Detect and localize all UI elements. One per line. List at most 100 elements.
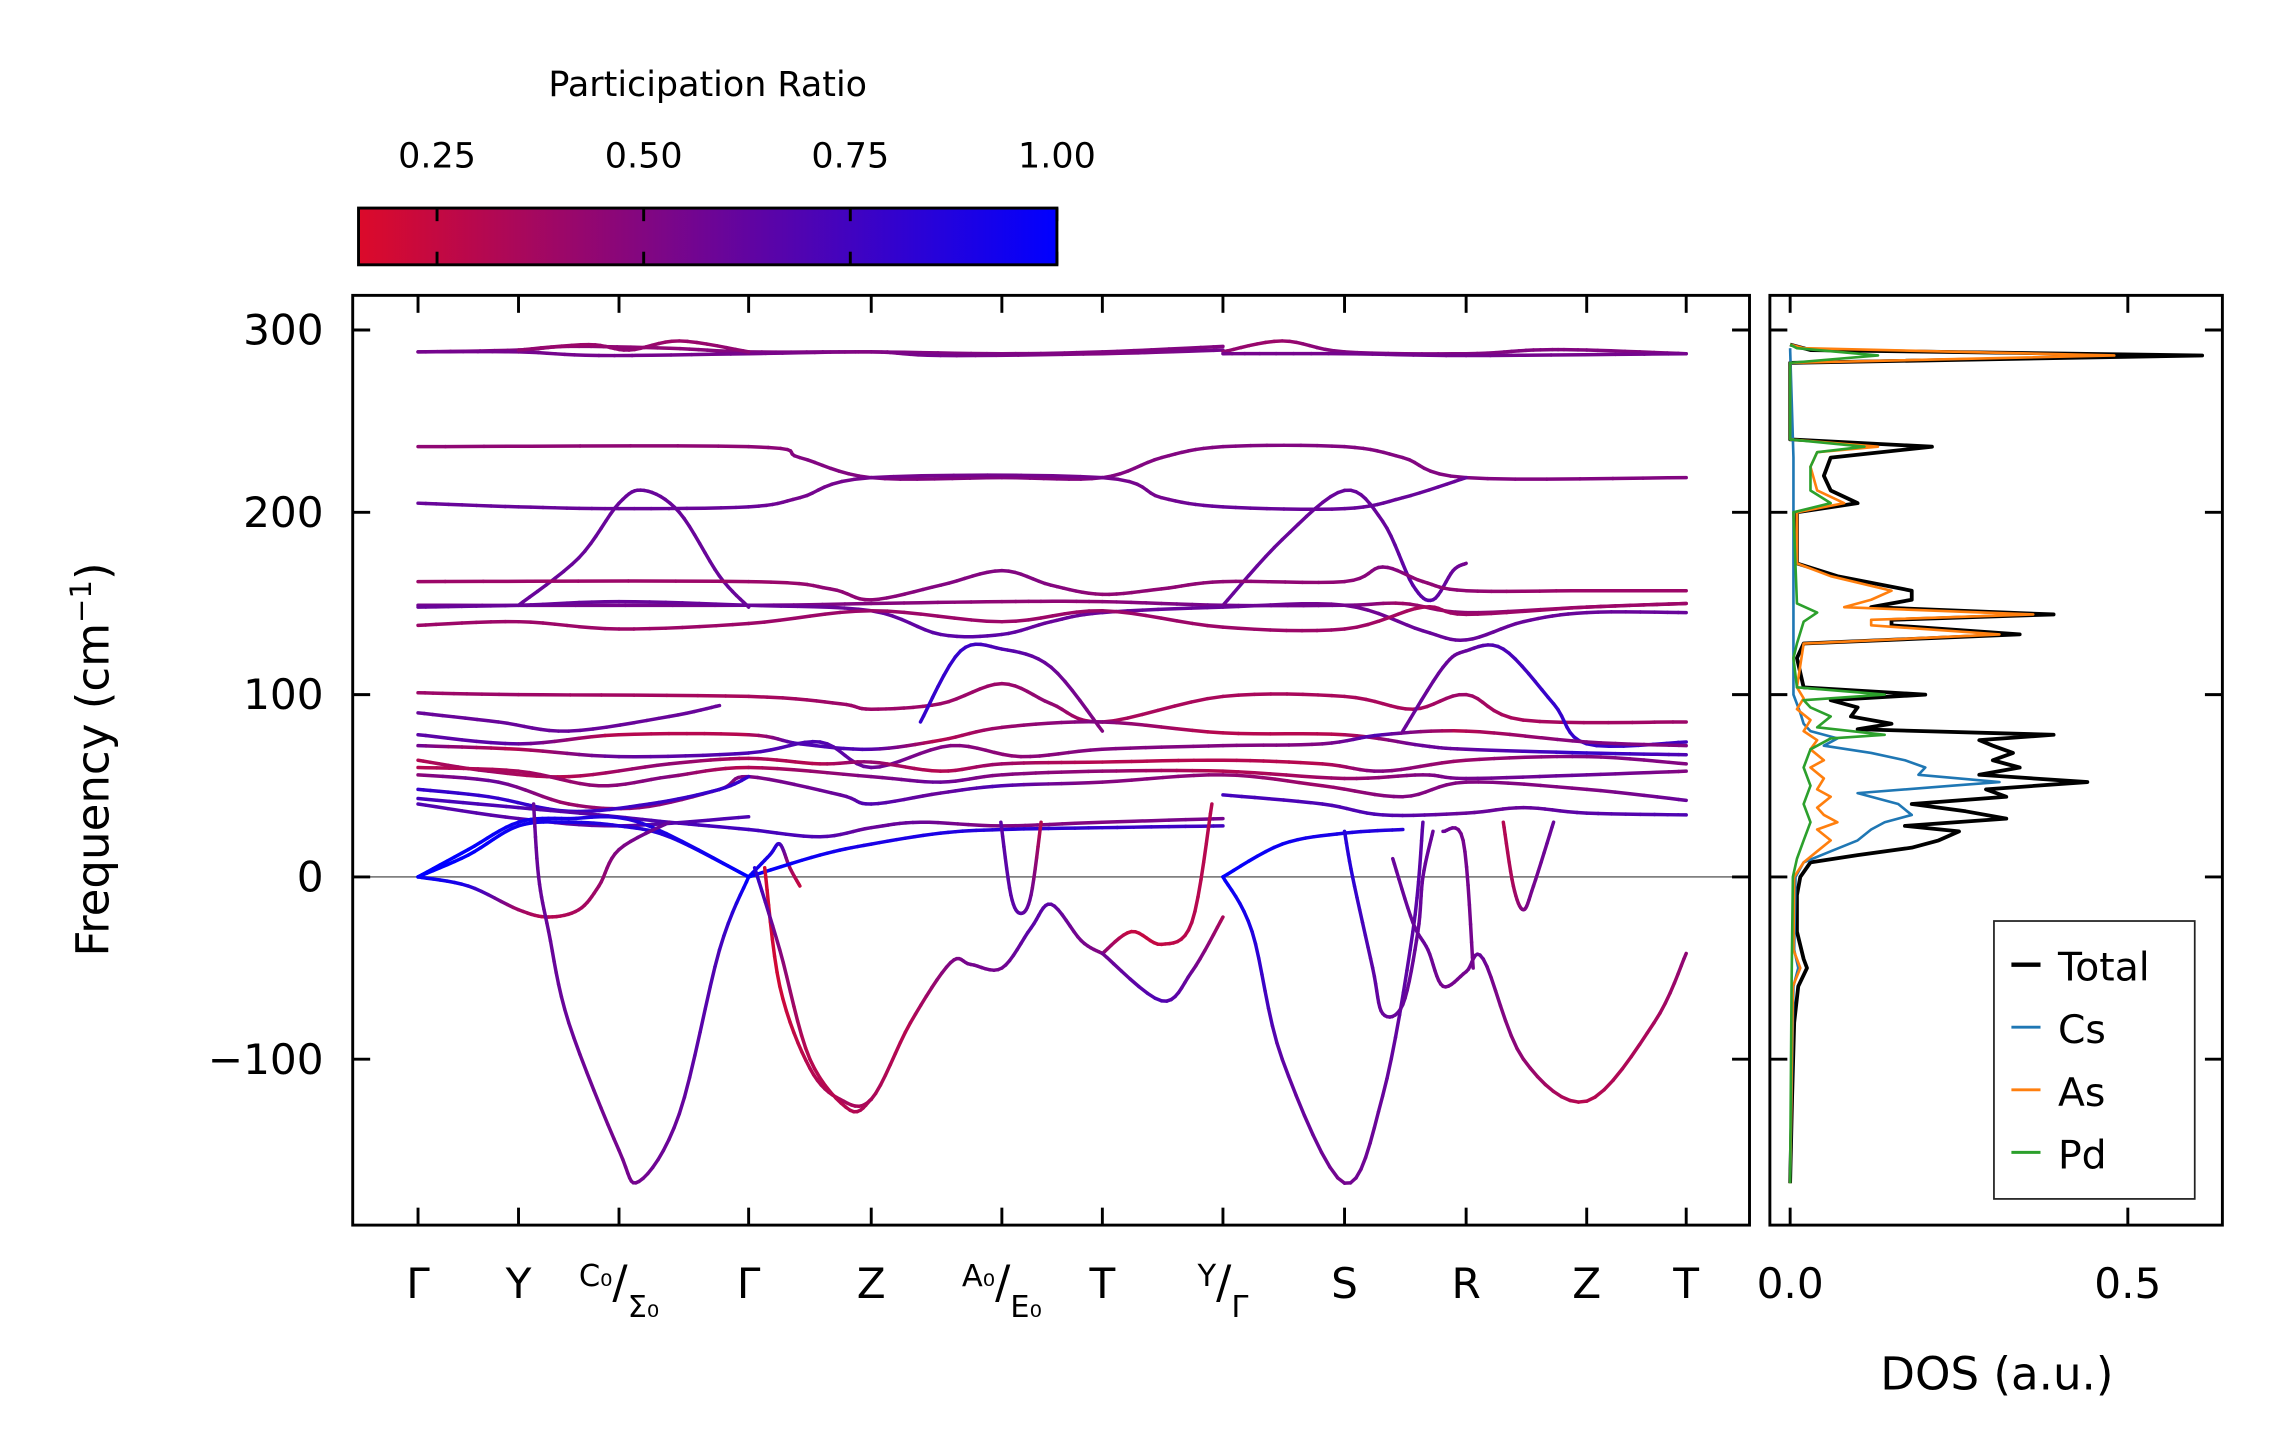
band-segment — [1046, 720, 1064, 725]
band-segment — [1437, 472, 1453, 478]
band-segment — [1144, 601, 1164, 606]
phonon-band — [416, 729, 1688, 770]
band-segment — [1275, 1041, 1284, 1061]
band-segment — [1300, 774, 1319, 779]
band-segment — [1056, 671, 1067, 684]
band-segment — [1260, 775, 1277, 781]
band-segment — [1329, 732, 1347, 737]
band-segment — [1231, 583, 1243, 595]
band-segment — [1521, 1057, 1532, 1070]
band-segment — [516, 769, 532, 775]
band-segment — [841, 772, 860, 778]
band-segment — [897, 755, 912, 764]
band-segment — [818, 788, 833, 795]
band-segment — [490, 767, 508, 772]
band-segment — [784, 1008, 792, 1024]
band-segment — [434, 622, 451, 627]
band-segment — [550, 949, 556, 964]
band-segment — [490, 803, 508, 809]
band-segment — [1613, 741, 1632, 746]
band-segment — [664, 600, 685, 605]
band-segment — [1113, 746, 1132, 751]
band-segment — [1655, 795, 1671, 801]
band-segment — [1453, 780, 1468, 785]
band-segment — [446, 806, 464, 813]
band-segment — [1385, 1057, 1394, 1081]
band-segment — [1125, 712, 1145, 720]
band-segment — [553, 750, 569, 756]
band-segment — [1100, 349, 1120, 354]
band-segment — [1355, 895, 1362, 912]
band-segment — [1140, 607, 1161, 612]
band-segment — [811, 605, 832, 610]
band-segment — [1320, 784, 1336, 790]
band-segment — [1652, 1011, 1662, 1025]
band-segment — [1599, 604, 1618, 609]
phonon-band — [416, 443, 1688, 481]
band-segment — [562, 1007, 571, 1025]
band-segment — [683, 753, 705, 758]
band-segment — [1022, 771, 1038, 776]
band-segment — [1316, 693, 1334, 698]
band-segment — [1257, 956, 1264, 977]
band-segment — [1229, 793, 1244, 799]
phonon-band — [416, 773, 1688, 811]
band-segment — [1493, 989, 1503, 1008]
band-segment — [567, 1021, 576, 1040]
band-segment — [1236, 626, 1257, 631]
band-segment — [1409, 958, 1415, 973]
band-segment — [1408, 929, 1415, 952]
band-segment — [606, 1122, 616, 1141]
band-segment — [1464, 865, 1470, 887]
band-segment — [1464, 757, 1482, 762]
band-segment — [1655, 759, 1671, 765]
band-segment — [1440, 759, 1456, 765]
band-segment — [780, 696, 798, 701]
band-segment — [553, 622, 569, 628]
band-segment — [612, 1137, 621, 1153]
band-segment — [1342, 732, 1359, 738]
band-segment — [553, 601, 569, 606]
band-segment — [463, 716, 479, 722]
band-segment — [765, 695, 785, 700]
band-segment — [772, 954, 779, 975]
band-segment — [765, 888, 771, 907]
band-segment — [1312, 500, 1325, 511]
band-segment — [1366, 945, 1373, 961]
band-segment — [1051, 474, 1083, 479]
band-segment — [604, 769, 621, 775]
k-point-label: S — [1331, 1259, 1358, 1308]
band-segment — [1114, 720, 1133, 726]
band-segment — [475, 777, 491, 783]
band-segment — [1366, 619, 1381, 627]
phonon-band — [416, 796, 1225, 839]
legend-label: Pd — [2058, 1133, 2107, 1178]
band-segment — [1613, 756, 1632, 761]
band-segment — [1267, 797, 1286, 802]
band-segment — [553, 569, 566, 581]
band-segment — [1268, 772, 1289, 777]
phonon-band — [1342, 829, 1435, 1019]
legend-entry: Pd — [2011, 1133, 2107, 1178]
band-segment — [637, 820, 654, 829]
band-segment — [1393, 1013, 1402, 1040]
band-segment — [1176, 773, 1196, 779]
band-segment — [1413, 896, 1419, 917]
band-segment — [664, 625, 685, 630]
band-segment — [1221, 769, 1241, 774]
band-segment — [1452, 758, 1468, 764]
band-segment — [1205, 730, 1225, 735]
phonon-band — [516, 488, 751, 609]
band-segment — [688, 818, 710, 824]
band-segment — [1554, 606, 1574, 611]
band-segment — [599, 1106, 610, 1127]
band-segment — [577, 735, 594, 741]
k-point-label: Z — [857, 1259, 886, 1308]
band-segment — [434, 735, 451, 741]
k-point-label: A₀/E₀ — [962, 1256, 1042, 1325]
band-segment — [1033, 855, 1039, 871]
band-segment — [604, 723, 623, 729]
band-segment — [869, 774, 885, 780]
band-segment — [534, 845, 539, 860]
band-segment — [1354, 622, 1370, 629]
